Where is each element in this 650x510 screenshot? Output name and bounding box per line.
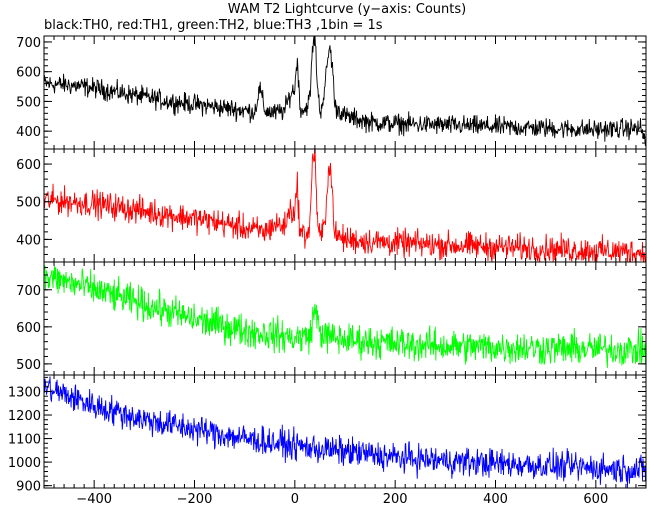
panel-frame bbox=[43, 261, 647, 376]
series-line-th0 bbox=[44, 36, 646, 147]
panel-th3: 900 1000 1100 1200 1300 bbox=[8, 374, 647, 495]
y-tick-label: 1200 bbox=[8, 409, 41, 424]
x-tick-label: 0 bbox=[291, 492, 299, 505]
series-line-th2 bbox=[44, 265, 646, 368]
chart-title: WAM T2 Lightcurve (y−axis: Counts) bbox=[228, 2, 466, 17]
x-tick-label: −400 bbox=[76, 492, 112, 505]
y-tick-label: 600 bbox=[16, 321, 41, 336]
y-tick-label: 400 bbox=[16, 233, 41, 248]
x-axis: −400 −200 0 200 400 600 bbox=[76, 492, 608, 507]
y-tick-label: 700 bbox=[16, 36, 41, 51]
panel-th1: 400 500 600 bbox=[16, 148, 647, 263]
y-tick-label: 600 bbox=[16, 66, 41, 81]
y-tick-label: 900 bbox=[16, 480, 41, 495]
x-tick-label: 200 bbox=[383, 492, 408, 505]
y-tick-label: 500 bbox=[16, 358, 41, 373]
chart-subtitle: black:TH0, red:TH1, green:TH2, blue:TH3 … bbox=[44, 18, 383, 33]
series-line-th1 bbox=[44, 149, 646, 262]
x-tick-label: 600 bbox=[583, 492, 608, 505]
panels-group: 400 500 600 700 400 500 600 500 600 700 900 1000 110… bbox=[8, 35, 647, 495]
y-tick-label: 1100 bbox=[8, 433, 41, 448]
x-tick-label: 400 bbox=[483, 492, 508, 505]
y-tick-label: 700 bbox=[16, 284, 41, 299]
y-tick-label: 400 bbox=[16, 125, 41, 140]
series-line-th3 bbox=[44, 376, 646, 488]
y-tick-label: 500 bbox=[16, 196, 41, 211]
panel-th0: 400 500 600 700 bbox=[16, 35, 647, 150]
x-tick-label: −200 bbox=[177, 492, 213, 505]
y-tick-label: 600 bbox=[16, 158, 41, 173]
y-tick-label: 1300 bbox=[8, 385, 41, 400]
y-tick-label: 1000 bbox=[8, 456, 41, 471]
y-tick-label: 500 bbox=[16, 95, 41, 110]
panel-th2: 500 600 700 bbox=[16, 261, 647, 376]
